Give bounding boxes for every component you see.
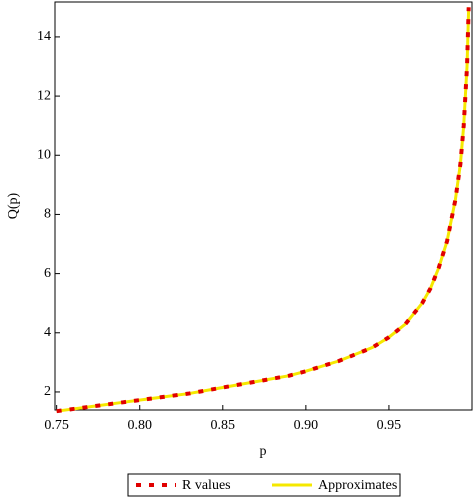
legend-label: Approximates <box>318 478 397 493</box>
y-tick-label: 4 <box>44 325 51 340</box>
x-tick-label: 0.75 <box>44 418 69 433</box>
y-tick-label: 10 <box>37 147 51 162</box>
y-tick-label: 2 <box>44 384 51 399</box>
y-tick-label: 14 <box>37 29 51 44</box>
y-tick-label: 6 <box>44 266 51 281</box>
x-tick-label: 0.95 <box>377 418 402 433</box>
series-line <box>56 7 471 414</box>
x-tick-label: 0.90 <box>294 418 319 433</box>
series-line <box>56 7 471 413</box>
x-axis-label: p <box>260 444 267 459</box>
y-axis-label: Q(p) <box>6 192 21 219</box>
x-tick-label: 0.80 <box>127 418 152 433</box>
plot-frame <box>54 1 473 411</box>
legend-box <box>127 473 401 497</box>
x-tick-label: 0.85 <box>211 418 236 433</box>
y-tick-label: 12 <box>37 88 51 103</box>
legend-label: R values <box>182 478 231 493</box>
y-tick-label: 8 <box>44 207 51 222</box>
